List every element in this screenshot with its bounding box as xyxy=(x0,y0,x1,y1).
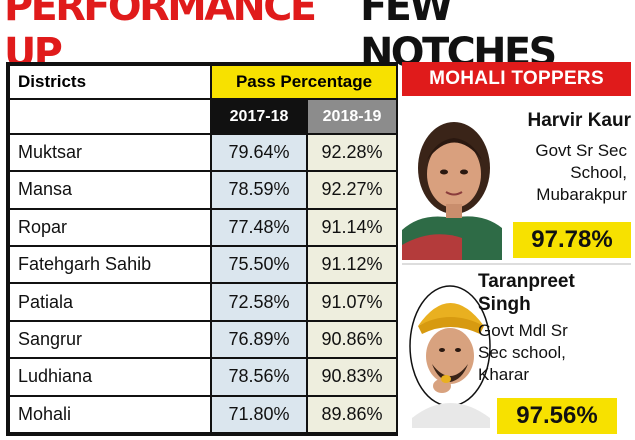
topper-2-name-line: Taranpreet xyxy=(478,271,575,292)
topper-1-school-line: Mubarakpur xyxy=(536,185,627,204)
pass-2017-18-cell: 76.89% xyxy=(210,319,308,360)
table-row: Ludhiana 78.56% 90.83% xyxy=(8,357,398,397)
pass-2018-19-cell: 90.83% xyxy=(306,357,398,397)
header-year-1: 2017-18 xyxy=(210,98,308,135)
district-cell: Mansa xyxy=(8,170,212,210)
table-row: Mohali 71.80% 89.86% xyxy=(8,394,398,435)
topper-2-school-line: Sec school, xyxy=(478,343,566,362)
topper-1-school-line: School, xyxy=(570,163,627,182)
table-row: Patiala 72.58% 91.07% xyxy=(8,282,398,322)
pass-2018-19-cell: 91.14% xyxy=(306,207,398,247)
pass-2018-19-cell: 90.86% xyxy=(306,319,398,360)
table-row: Muktsar 79.64% 92.28% xyxy=(8,132,398,173)
pass-2018-19-cell: 91.07% xyxy=(306,282,398,322)
pass-2018-19-cell: 89.86% xyxy=(306,394,398,435)
topper-2-name-line: Singh xyxy=(478,294,531,315)
pass-2017-18-cell: 78.59% xyxy=(210,170,308,210)
table-row: Ropar 77.48% 91.14% xyxy=(8,207,398,247)
district-cell: Sangrur xyxy=(8,319,212,360)
topper-1-photo xyxy=(402,100,502,260)
header-blank xyxy=(8,98,212,135)
pass-2017-18-cell: 79.64% xyxy=(210,132,308,173)
pass-2017-18-cell: 75.50% xyxy=(210,244,308,285)
district-cell: Ropar xyxy=(8,207,212,247)
district-cell: Fatehgarh Sahib xyxy=(8,244,212,285)
topper-2-school: Govt Mdl Sr Sec school, Kharar xyxy=(478,320,631,386)
topper-2-name: Taranpreet Singh xyxy=(478,270,631,316)
pass-2018-19-cell: 91.12% xyxy=(306,244,398,285)
pass-2017-18-cell: 77.48% xyxy=(210,207,308,247)
topper-2-school-line: Kharar xyxy=(478,365,530,384)
pass-2017-18-cell: 72.58% xyxy=(210,282,308,322)
topper-1-school: Govt Sr Sec School, Mubarakpur xyxy=(452,140,627,206)
header-districts: Districts xyxy=(8,63,212,101)
table-row: Mansa 78.59% 92.27% xyxy=(8,170,398,210)
pass-2018-19-cell: 92.27% xyxy=(306,170,398,210)
pass-2018-19-cell: 92.28% xyxy=(306,132,398,173)
header-pass-percentage: Pass Percentage xyxy=(210,63,398,101)
headline-part-1: PERFORMANCE UP xyxy=(3,0,317,76)
topper-1-name: Harvir Kaur xyxy=(527,110,632,131)
topper-2-school-line: Govt Mdl Sr xyxy=(478,321,568,340)
topper-1-school-line: Govt Sr Sec xyxy=(535,141,627,160)
header-year-2: 2018-19 xyxy=(306,98,398,135)
table-row: Fatehgarh Sahib 75.50% 91.12% xyxy=(8,244,398,285)
district-cell: Patiala xyxy=(8,282,212,322)
headline: PERFORMANCE UP FEW NOTCHES xyxy=(0,0,630,76)
pass-percentage-table: Districts Pass Percentage 2017-18 2018-1… xyxy=(6,62,398,436)
pass-2017-18-cell: 71.80% xyxy=(210,394,308,435)
toppers-divider xyxy=(402,263,631,265)
topper-2-percent: 97.56% xyxy=(497,398,617,434)
topper-2-photo xyxy=(402,268,497,428)
pass-2017-18-cell: 78.56% xyxy=(210,357,308,397)
district-cell: Ludhiana xyxy=(8,357,212,397)
toppers-title: MOHALI TOPPERS xyxy=(402,62,631,96)
district-cell: Muktsar xyxy=(8,132,212,173)
district-cell: Mohali xyxy=(8,394,212,435)
table-row: Sangrur 76.89% 90.86% xyxy=(8,319,398,360)
topper-1-percent: 97.78% xyxy=(513,222,631,258)
